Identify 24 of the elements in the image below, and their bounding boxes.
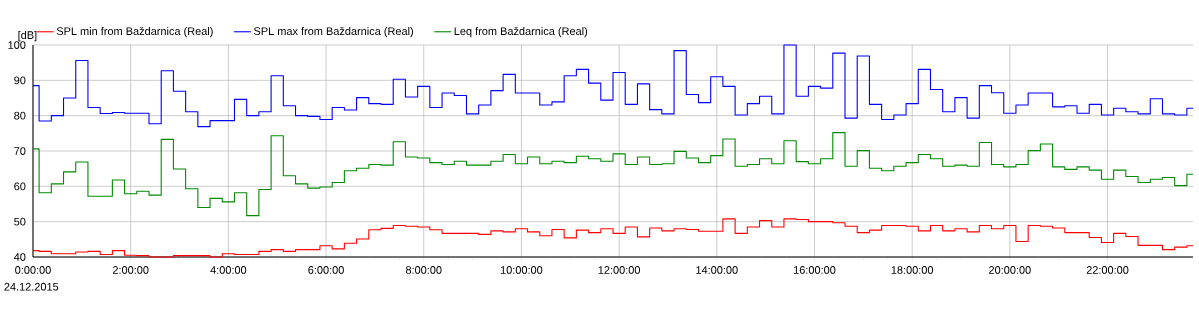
- x-tick-label: 22:00:00: [1086, 266, 1129, 274]
- x-tick-label: 4:00:00: [210, 266, 247, 274]
- y-tick-label: 40: [13, 253, 26, 261]
- x-tick-label: 0:00:00: [15, 266, 51, 274]
- x-tick-label: 16:00:00: [793, 266, 836, 274]
- x-tick-label: 18:00:00: [891, 266, 934, 274]
- legend-label: SPL max from Baždarnica (Real): [254, 26, 413, 38]
- x-tick-label: 2:00:00: [112, 266, 149, 274]
- legend-label: SPL min from Baždarnica (Real): [56, 26, 213, 38]
- x-tick-label: 8:00:00: [405, 266, 442, 274]
- y-tick-label: 90: [14, 76, 26, 85]
- y-tick-label: 80: [14, 111, 26, 120]
- x-tick-label: 6:00:00: [308, 266, 344, 274]
- x-tick-label: 12:00:00: [598, 266, 640, 274]
- x-tick-label: 10:00:00: [500, 266, 543, 274]
- x-tick-label: 20:00:00: [989, 266, 1031, 274]
- x-tick-label: 14:00:00: [696, 266, 738, 274]
- y-axis-title: [dB]: [18, 30, 37, 42]
- y-tick-label: 100: [8, 41, 26, 49]
- y-tick-label: 70: [14, 147, 26, 155]
- legend-label: Leq from Baždarnica (Real): [454, 26, 588, 38]
- y-tick-label: 60: [14, 182, 26, 191]
- text: 24.12.2015: [4, 282, 59, 291]
- y-tick-label: 50: [14, 217, 26, 226]
